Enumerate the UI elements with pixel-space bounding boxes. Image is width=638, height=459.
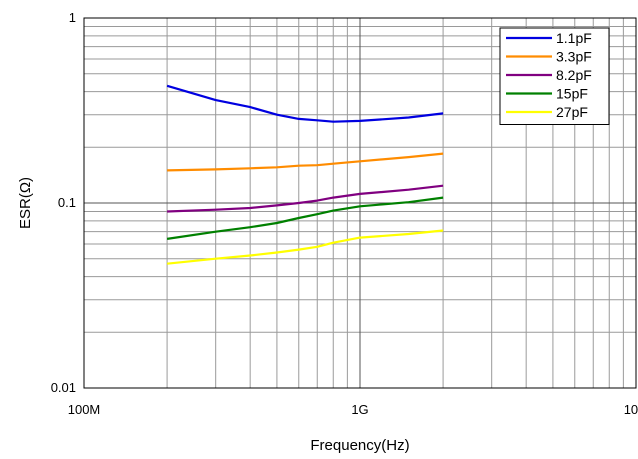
legend-box bbox=[499, 27, 610, 125]
series-line-1.1pF bbox=[166, 84, 444, 123]
series-line-15pF bbox=[166, 196, 444, 240]
legend-label: 1.1pF bbox=[556, 30, 592, 46]
x-tick-label: 1G bbox=[351, 402, 368, 417]
y-tick-label: 1 bbox=[69, 10, 76, 25]
plot-area-frame bbox=[83, 17, 637, 389]
x-axis-title: Frequency(Hz) bbox=[310, 437, 409, 454]
major-gridlines bbox=[84, 18, 636, 388]
y-tick-label: 0.1 bbox=[58, 195, 76, 210]
series-lines bbox=[166, 84, 444, 265]
x-axis-tick-labels: 100M 1G 10G bbox=[68, 402, 638, 417]
y-axis-tick-labels: 1 0.1 0.01 bbox=[51, 10, 76, 395]
x-tick-label: 100M bbox=[68, 402, 101, 417]
legend-label: 15pF bbox=[556, 86, 588, 102]
legend: 1.1pF 3.3pF 8.2pF 15pF 27pF bbox=[499, 27, 610, 125]
legend-label: 3.3pF bbox=[556, 49, 592, 65]
series-line-3.3pF bbox=[167, 152, 444, 172]
y-axis-title: ESR(Ω) bbox=[17, 177, 34, 229]
legend-label: 27pF bbox=[556, 104, 588, 120]
series-line-8.2pF bbox=[167, 184, 444, 213]
y-tick-label: 0.01 bbox=[51, 380, 76, 395]
legend-label: 8.2pF bbox=[556, 67, 592, 83]
series-line-27pF bbox=[166, 229, 444, 265]
x-tick-label: 10G bbox=[624, 402, 638, 417]
